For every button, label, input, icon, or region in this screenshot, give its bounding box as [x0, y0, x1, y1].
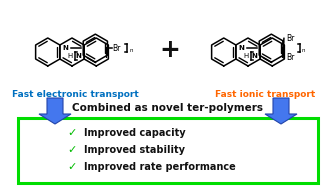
Text: Br: Br	[112, 44, 121, 53]
Text: ✓: ✓	[67, 162, 77, 172]
FancyBboxPatch shape	[18, 118, 318, 183]
Text: Improved stability: Improved stability	[84, 145, 185, 155]
Text: N: N	[252, 53, 258, 59]
Text: Fast electronic transport: Fast electronic transport	[12, 90, 138, 99]
Text: H: H	[67, 53, 72, 59]
Text: +: +	[160, 38, 180, 62]
Text: N: N	[62, 45, 68, 51]
Text: ✓: ✓	[67, 128, 77, 138]
Text: Br: Br	[286, 53, 294, 62]
Text: Improved capacity: Improved capacity	[84, 128, 185, 138]
Text: N: N	[76, 53, 82, 59]
Text: Fast ionic transport: Fast ionic transport	[215, 90, 315, 99]
Text: n: n	[129, 48, 133, 53]
Text: Improved rate performance: Improved rate performance	[84, 162, 236, 172]
Text: Br: Br	[286, 34, 294, 43]
Polygon shape	[39, 98, 71, 124]
Text: Combined as novel ter-polymers: Combined as novel ter-polymers	[73, 103, 263, 113]
Text: ✓: ✓	[67, 145, 77, 155]
Text: N: N	[239, 45, 244, 51]
Text: H: H	[243, 53, 248, 59]
Polygon shape	[265, 98, 297, 124]
Text: n: n	[302, 48, 305, 53]
